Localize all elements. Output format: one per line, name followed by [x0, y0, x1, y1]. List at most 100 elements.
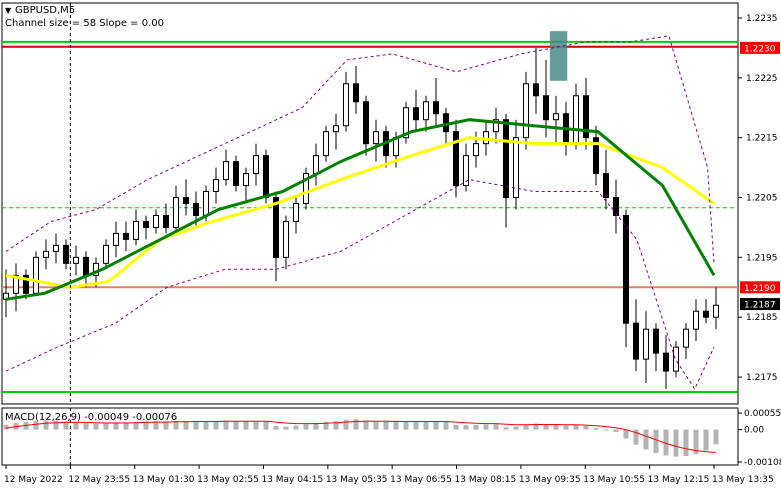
- macd-bar: [263, 421, 269, 430]
- macd-bar: [3, 424, 9, 430]
- candle: [603, 149, 609, 210]
- candle: [383, 125, 389, 168]
- macd-bar: [593, 427, 599, 430]
- macd-bar: [643, 429, 649, 450]
- macd-bar: [163, 421, 169, 430]
- candle-body-down: [273, 197, 279, 258]
- price-tick-label: 1.2235: [746, 14, 778, 24]
- candle: [243, 167, 249, 204]
- macd-signal-path: [5, 420, 717, 453]
- collapse-arrow-icon[interactable]: ▼: [5, 6, 12, 15]
- macd-bar: [543, 424, 549, 430]
- macd-bar: [413, 421, 419, 430]
- ma-line-band-upper: [5, 35, 715, 264]
- candle: [633, 299, 639, 372]
- macd-bar: [403, 421, 409, 430]
- candle-body-up: [343, 83, 349, 127]
- candle: [63, 239, 69, 270]
- candle-body-up: [113, 232, 119, 246]
- macd-axis: 0.00055 0.00 -0.00108: [738, 409, 781, 468]
- candle-body-down: [263, 155, 269, 199]
- candle: [153, 209, 159, 234]
- chart-frame: [1, 2, 739, 466]
- price-panel: [2, 3, 738, 404]
- macd-bar: [393, 422, 399, 430]
- candle-body-up: [243, 173, 249, 187]
- time-tick-label: 13 May 06:55: [390, 475, 452, 485]
- candle: [303, 167, 309, 210]
- macd-bar: [443, 422, 449, 430]
- candle-body-down: [193, 203, 199, 216]
- candle: [253, 143, 259, 186]
- candle-body-down: [163, 214, 169, 228]
- macd-bar: [33, 421, 39, 430]
- candle: [593, 125, 599, 186]
- macd-bar: [563, 425, 569, 430]
- candle: [293, 197, 299, 234]
- candle: [283, 215, 289, 270]
- horizontal-levels: [2, 40, 738, 394]
- candle-body-down: [603, 173, 609, 199]
- candle-body-down: [533, 83, 539, 97]
- macd-bar: [243, 421, 249, 430]
- price-tag-box: [740, 298, 780, 311]
- candle: [223, 149, 229, 186]
- macd-bar: [273, 426, 279, 430]
- candle-body-down: [453, 131, 459, 187]
- candle: [13, 263, 19, 312]
- macd-bar: [623, 429, 629, 439]
- candle: [493, 107, 499, 144]
- candle: [73, 245, 79, 276]
- candle-body-down: [663, 352, 669, 372]
- candle-body-up: [373, 131, 379, 145]
- candle-body-down: [433, 101, 439, 115]
- candle-body-up: [423, 101, 429, 121]
- candle: [33, 251, 39, 294]
- candle: [463, 143, 469, 192]
- candle-body-down: [593, 137, 599, 175]
- price-tag-label: 1.2187: [744, 301, 776, 311]
- time-tick-label: 13 May 09:35: [519, 475, 581, 485]
- candle: [623, 209, 629, 348]
- candle-body-down: [413, 107, 419, 121]
- candle: [543, 59, 549, 138]
- candle: [533, 47, 539, 114]
- price-tag-box: [740, 41, 780, 54]
- macd-bar: [173, 421, 179, 430]
- candle: [513, 119, 519, 210]
- ma-line-slow: [5, 136, 715, 289]
- macd-bar: [123, 422, 129, 430]
- macd-bar: [353, 419, 359, 430]
- candle-body-up: [43, 250, 49, 258]
- price-tick-label: 1.2185: [746, 313, 778, 323]
- candle-body-up: [293, 203, 299, 222]
- candle-body-up: [513, 137, 519, 199]
- macd-bar: [573, 425, 579, 430]
- macd-bar: [493, 424, 499, 430]
- price-tick-label: 1.2215: [746, 134, 778, 144]
- candle: [143, 215, 149, 240]
- candle: [163, 203, 169, 234]
- time-tick-label: 13 May 05:35: [326, 475, 388, 485]
- candle: [573, 83, 579, 150]
- ma-line-fast: [5, 118, 716, 301]
- candle-body-down: [363, 101, 369, 145]
- candle: [363, 95, 369, 156]
- candle-body-up: [683, 328, 689, 348]
- macd-bar: [473, 424, 479, 430]
- candle-body-up: [553, 113, 559, 121]
- macd-bar: [253, 420, 259, 430]
- candle: [123, 221, 129, 252]
- time-tick-label: 13 May 13:35: [712, 475, 774, 485]
- candle: [333, 113, 339, 150]
- candle-body-up: [313, 155, 319, 175]
- candle-body-up: [53, 244, 59, 252]
- macd-tick-label: 0.00: [744, 426, 764, 436]
- macd-bar: [553, 424, 559, 430]
- candle: [653, 323, 659, 372]
- macd-panel: [3, 408, 719, 465]
- macd-bar: [113, 423, 119, 430]
- candle: [433, 77, 439, 126]
- candle: [373, 119, 379, 162]
- macd-bar: [683, 429, 689, 456]
